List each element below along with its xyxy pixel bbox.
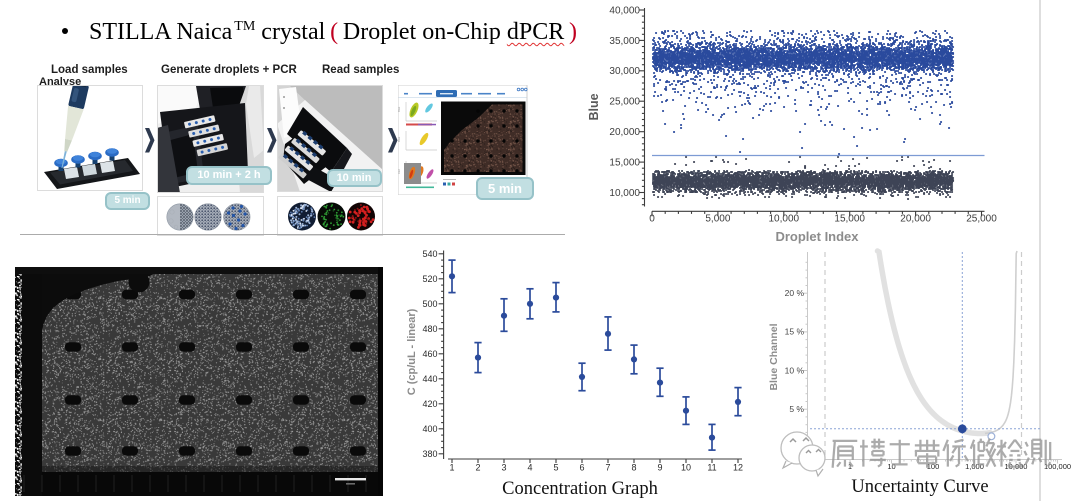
svg-text:10: 10	[681, 463, 691, 473]
svg-text:Red: Red	[398, 169, 401, 174]
svg-text:440: 440	[422, 374, 437, 384]
svg-text:11: 11	[707, 463, 716, 473]
svg-text:15,000: 15,000	[834, 214, 865, 225]
svg-text:9: 9	[657, 463, 662, 473]
svg-text:10 %: 10 %	[785, 365, 805, 375]
svg-text:25,000: 25,000	[609, 97, 640, 108]
svg-text:5,000: 5,000	[705, 214, 730, 225]
svg-text:20,000: 20,000	[609, 127, 640, 138]
svg-text:Uncertainty Curve: Uncertainty Curve	[851, 477, 988, 497]
svg-text:1: 1	[449, 463, 454, 473]
svg-text:15,000: 15,000	[609, 158, 640, 169]
svg-text:460: 460	[422, 349, 437, 359]
svg-text:0: 0	[649, 214, 655, 225]
svg-text:20,000: 20,000	[900, 214, 931, 225]
svg-text:40,000: 40,000	[609, 5, 640, 16]
svg-text:5: 5	[553, 463, 558, 473]
svg-text:10: 10	[887, 462, 895, 471]
svg-text:10,000: 10,000	[609, 188, 640, 199]
svg-text:35,000: 35,000	[609, 36, 640, 47]
svg-text:10,000: 10,000	[769, 214, 800, 225]
svg-text:100: 100	[927, 462, 940, 471]
svg-text:25,000: 25,000	[966, 214, 997, 225]
svg-text:20 %: 20 %	[785, 288, 805, 298]
svg-text:Blue: Blue	[398, 136, 401, 142]
svg-text:5 %: 5 %	[789, 404, 804, 414]
svg-text:15 %: 15 %	[785, 327, 805, 337]
svg-text:2: 2	[475, 463, 480, 473]
svg-text:Blue: Blue	[587, 93, 601, 120]
svg-text:7: 7	[605, 463, 610, 473]
svg-text:100,000: 100,000	[1044, 462, 1071, 471]
svg-text:C (cp/uL - linear): C (cp/uL - linear)	[406, 308, 418, 395]
svg-text:3: 3	[501, 463, 506, 473]
svg-text:30,000: 30,000	[609, 66, 640, 77]
svg-text:Blue Channel: Blue Channel	[768, 323, 780, 390]
svg-text:480: 480	[422, 324, 437, 334]
svg-text:1: 1	[848, 462, 852, 471]
svg-text:520: 520	[422, 274, 437, 284]
svg-text:8: 8	[631, 463, 636, 473]
svg-text:4: 4	[527, 463, 532, 473]
svg-text:Concentration Graph: Concentration Graph	[502, 479, 658, 499]
svg-text:540: 540	[422, 249, 437, 259]
svg-text:380: 380	[422, 449, 437, 459]
svg-text:500: 500	[422, 299, 437, 309]
svg-text:400: 400	[422, 424, 437, 434]
svg-text:420: 420	[422, 399, 437, 409]
svg-text:Blue: Blue	[398, 106, 401, 112]
svg-text:Droplet Index: Droplet Index	[775, 229, 859, 244]
svg-text:12: 12	[733, 463, 743, 473]
svg-text:6: 6	[579, 463, 584, 473]
